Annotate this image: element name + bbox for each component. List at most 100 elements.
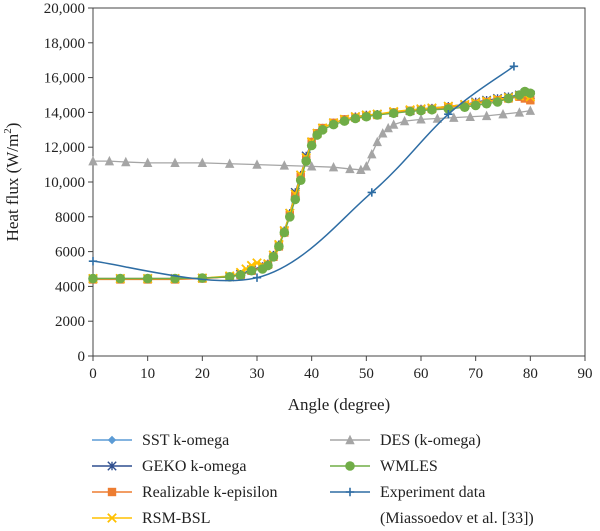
- legend-item: SST k-omega: [92, 432, 229, 449]
- legend-marker: [107, 435, 117, 445]
- data-point: [252, 273, 262, 282]
- data-point: [367, 188, 376, 197]
- data-point: [459, 102, 470, 112]
- data-point: [416, 105, 426, 116]
- data-point: [279, 160, 290, 170]
- x-axis-ticks: 0 10 20 30 40 50 60 70 80 90: [89, 356, 593, 382]
- data-point: [279, 227, 290, 238]
- data-point: [416, 114, 426, 124]
- data-point: [306, 161, 317, 171]
- data-point: [197, 157, 208, 168]
- legend-marker: [345, 461, 355, 471]
- y-tick-label: 0: [78, 349, 86, 365]
- data-point: [350, 113, 361, 124]
- legend-label: Realizable k-episilon: [142, 484, 278, 501]
- data-point: [378, 128, 388, 138]
- data-point: [367, 148, 377, 159]
- data-point: [399, 115, 410, 126]
- y-axis-title-close: ): [3, 123, 22, 129]
- y-axis-title-main: Heat flux (W/m: [3, 134, 22, 242]
- y-tick-label: 14,000: [44, 105, 85, 121]
- series-2: [88, 92, 535, 284]
- legend-label: RSM-BSL: [142, 510, 210, 527]
- legend-item: RSM-BSL: [92, 510, 210, 527]
- legend-label: WMLES: [380, 458, 438, 475]
- data-point: [405, 106, 415, 117]
- legend-marker: [345, 434, 355, 445]
- data-point: [449, 112, 459, 122]
- data-point: [224, 272, 235, 282]
- data-point: [301, 156, 312, 166]
- legend-label-line: Experiment data: [380, 484, 485, 501]
- data-point: [345, 163, 355, 174]
- series-line: [93, 92, 531, 280]
- data-point: [361, 111, 372, 122]
- y-axis-ticks: 0 2000 4000 6000 8000 10,000 12,000 14,000 16,00…: [44, 1, 93, 365]
- data-point: [104, 155, 115, 166]
- data-point: [465, 111, 475, 121]
- y-tick-label: 12,000: [44, 140, 85, 156]
- data-point: [328, 162, 339, 172]
- data-point: [263, 260, 273, 271]
- plot-frame: [92, 7, 586, 357]
- series-5: [88, 86, 536, 284]
- y-tick-label: 16,000: [44, 71, 85, 87]
- series-6: [88, 62, 519, 282]
- data-point: [285, 212, 295, 222]
- legend-label: SST k-omega: [142, 432, 229, 449]
- data-point: [481, 110, 492, 121]
- data-point: [328, 119, 339, 130]
- x-tick-label: 40: [304, 366, 319, 382]
- series-line: [93, 94, 531, 280]
- x-tick-label: 30: [250, 366, 265, 382]
- y-tick-label: 8000: [55, 210, 85, 226]
- y-axis-title-superscript: 2: [2, 128, 14, 134]
- data-point: [432, 113, 443, 123]
- data-point: [372, 110, 383, 120]
- data-point: [525, 88, 536, 99]
- data-point: [88, 155, 98, 166]
- data-point: [170, 157, 180, 168]
- x-tick-label: 80: [523, 366, 538, 382]
- data-point: [361, 161, 372, 171]
- data-point: [520, 94, 530, 103]
- data-point: [224, 158, 235, 168]
- data-point: [470, 100, 481, 111]
- legend-item: WMLES: [330, 458, 438, 475]
- data-point: [492, 97, 503, 107]
- data-point: [444, 109, 453, 119]
- x-tick-label: 10: [140, 366, 155, 382]
- y-tick-label: 10,000: [44, 175, 85, 191]
- y-tick-label: 18,000: [44, 36, 85, 52]
- series-layer: [88, 62, 536, 284]
- data-point: [121, 156, 131, 167]
- data-point: [197, 273, 208, 283]
- x-tick-label: 70: [468, 366, 483, 382]
- x-tick-label: 50: [359, 366, 374, 382]
- x-axis-title: Angle (degree): [288, 395, 390, 414]
- data-point: [88, 273, 98, 284]
- legend-item: GEKO k-omega: [92, 458, 246, 475]
- data-point: [514, 107, 525, 117]
- legend-marker: [107, 513, 117, 523]
- y-tick-label: 2000: [55, 314, 85, 330]
- legend-label-line: (Miassoedov et al. [33]): [380, 510, 534, 527]
- data-point: [526, 96, 535, 105]
- data-point: [509, 62, 519, 71]
- data-point: [115, 273, 126, 284]
- data-point: [388, 119, 399, 129]
- series-line: [93, 110, 531, 171]
- legend-label: Experiment data (Miassoedov et al. [33]): [380, 484, 534, 527]
- y-tick-label: 6000: [55, 245, 85, 261]
- data-point: [481, 98, 492, 109]
- data-point: [427, 104, 437, 115]
- data-point: [274, 241, 284, 252]
- data-point: [356, 164, 366, 175]
- legend-marker: [345, 487, 355, 497]
- plot-border: [92, 7, 586, 357]
- data-point: [372, 136, 382, 147]
- x-tick-label: 20: [195, 366, 210, 382]
- data-point: [252, 159, 262, 169]
- legend-item: Realizable k-episilon: [92, 484, 278, 501]
